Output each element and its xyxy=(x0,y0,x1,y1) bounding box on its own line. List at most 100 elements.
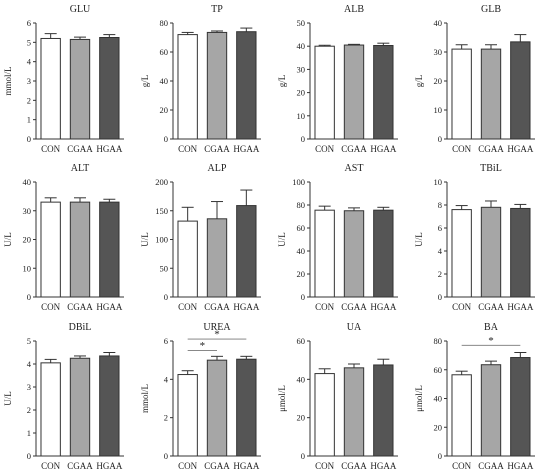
chart-title: UREA xyxy=(203,322,231,333)
bar-con xyxy=(40,37,61,140)
bar-con xyxy=(40,362,61,457)
y-tick-label: 4 xyxy=(438,246,443,256)
x-tick-label: HGAA xyxy=(370,461,396,471)
significance-marker: * xyxy=(200,340,206,352)
x-tick-label: CON xyxy=(452,461,472,471)
x-tick-label: CGAA xyxy=(67,461,93,471)
chart-title: ALP xyxy=(208,163,227,174)
chart-tp: TP g/L 0 20 40 60 80 CON CGAA HGAA xyxy=(140,4,261,154)
bar-con xyxy=(177,220,198,298)
significance-marker: * xyxy=(214,329,220,341)
y-tick-label: 60 xyxy=(297,336,306,346)
bar-hgaa xyxy=(510,357,531,457)
x-tick-label: HGAA xyxy=(96,461,122,471)
y-tick-label: 0 xyxy=(301,451,305,461)
y-tick-label: 100 xyxy=(155,235,168,245)
bar-cgaa xyxy=(69,357,91,457)
chart-title: UA xyxy=(347,322,362,333)
y-tick-label: 40 xyxy=(297,246,306,256)
y-tick-label: 1 xyxy=(27,428,31,438)
y-axis-label: U/L xyxy=(3,232,13,247)
y-tick-label: 0 xyxy=(164,451,168,461)
x-tick-label: HGAA xyxy=(233,461,259,471)
bar-hgaa xyxy=(236,358,257,457)
chart-alb: ALB g/L 0 10 20 30 40 50 CON CGAA HGAA xyxy=(277,4,398,154)
x-tick-label: HGAA xyxy=(233,302,259,312)
y-tick-label: 20 xyxy=(434,422,443,432)
bar-cgaa xyxy=(343,367,365,457)
x-tick-label: CON xyxy=(41,144,61,154)
bar-hgaa xyxy=(99,37,120,140)
y-tick-label: 5 xyxy=(27,336,31,346)
y-tick-label: 0 xyxy=(27,292,31,302)
y-tick-label: 60 xyxy=(434,365,443,375)
y-tick-label: 6 xyxy=(438,223,442,233)
x-tick-label: CON xyxy=(41,461,61,471)
y-tick-label: 10 xyxy=(297,111,306,121)
chart-dbil: DBiL U/L 0 1 2 3 4 5 CON CGAA HGAA xyxy=(3,322,124,471)
bar-cgaa xyxy=(343,44,365,140)
y-tick-label: 6 xyxy=(164,336,168,346)
y-tick-label: 0 xyxy=(438,451,442,461)
chart-ua: UA μmol/L 0 20 40 60 CON CGAA HGAA xyxy=(277,322,398,471)
y-tick-label: 80 xyxy=(434,336,443,346)
x-tick-label: CGAA xyxy=(204,144,230,154)
x-tick-label: HGAA xyxy=(370,144,396,154)
bar-con xyxy=(451,209,472,298)
bar-hgaa xyxy=(373,209,394,298)
y-tick-label: 40 xyxy=(160,76,169,86)
y-axis-label: μmol/L xyxy=(277,385,287,412)
y-tick-label: 8 xyxy=(438,200,442,210)
y-axis-label: g/L xyxy=(277,75,287,88)
x-tick-label: HGAA xyxy=(96,302,122,312)
chart-title: ALB xyxy=(344,4,364,15)
y-tick-label: 20 xyxy=(434,76,443,86)
bar-cgaa xyxy=(343,210,365,298)
bar-con xyxy=(177,374,198,457)
y-tick-label: 4 xyxy=(27,57,32,67)
y-axis-label: U/L xyxy=(3,391,13,406)
chart-title: DBiL xyxy=(69,322,92,333)
x-tick-label: CGAA xyxy=(67,144,93,154)
y-axis-label: mmol/L xyxy=(140,384,150,413)
y-tick-label: 50 xyxy=(160,263,169,273)
bar-cgaa xyxy=(480,364,502,457)
x-tick-label: CGAA xyxy=(204,461,230,471)
bar-cgaa xyxy=(206,359,228,457)
y-tick-label: 20 xyxy=(297,88,306,98)
bar-con xyxy=(40,201,61,298)
y-tick-label: 40 xyxy=(297,41,306,51)
bar-hgaa xyxy=(510,207,531,298)
y-tick-label: 0 xyxy=(301,134,305,144)
chart-glu: GLU mmol/L 0 1 2 3 4 5 6 CON CGAA HGAA xyxy=(3,4,124,154)
bar-cgaa xyxy=(206,31,228,140)
y-tick-label: 80 xyxy=(160,18,169,28)
y-tick-label: 2 xyxy=(164,413,168,423)
y-tick-label: 0 xyxy=(301,292,305,302)
chart-ast: AST U/L 0 20 40 60 80 100 CON CGAA HGAA xyxy=(277,163,398,312)
y-tick-label: 40 xyxy=(434,18,443,28)
y-tick-label: 10 xyxy=(23,263,32,273)
x-tick-label: CON xyxy=(315,144,335,154)
bar-con xyxy=(177,34,198,140)
significance-marker: * xyxy=(488,335,494,347)
bar-hgaa xyxy=(99,201,120,298)
x-tick-label: CGAA xyxy=(478,144,504,154)
x-tick-label: CGAA xyxy=(478,461,504,471)
x-tick-label: CGAA xyxy=(341,302,367,312)
y-tick-label: 30 xyxy=(23,206,32,216)
bar-con xyxy=(451,48,472,140)
y-axis-label: U/L xyxy=(414,232,424,247)
bar-cgaa xyxy=(480,48,502,140)
bar-con xyxy=(451,374,472,457)
y-axis-label: μmol/L xyxy=(414,385,424,412)
y-tick-label: 2 xyxy=(438,269,442,279)
y-tick-label: 40 xyxy=(434,394,443,404)
y-tick-label: 1 xyxy=(27,115,31,125)
chart-urea: UREA mmol/L 0 2 4 6 CON CGAA HGAA * * xyxy=(140,322,261,471)
bar-hgaa xyxy=(236,205,257,298)
chart-tbil: TBiL U/L 0 2 4 6 8 10 CON CGAA HGAA xyxy=(414,163,535,312)
bar-hgaa xyxy=(373,364,394,457)
y-axis-label: g/L xyxy=(140,75,150,88)
y-axis-label: U/L xyxy=(277,232,287,247)
